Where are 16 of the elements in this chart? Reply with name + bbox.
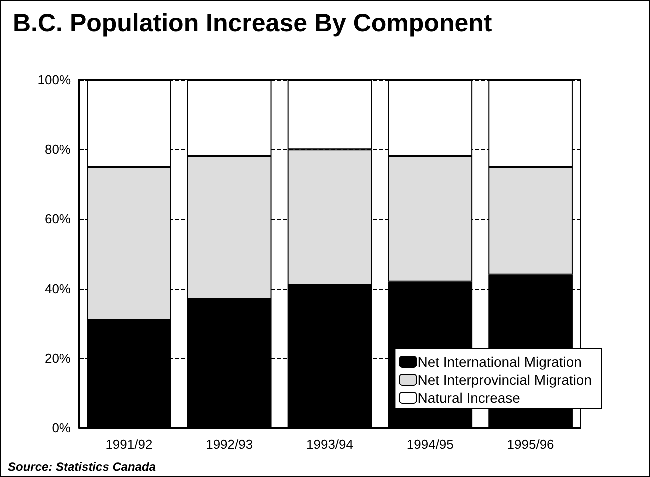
y-tick-label: 40% [44,281,72,296]
y-tick-label: 20% [44,350,72,366]
legend-label: Net Interprovincial Migration [418,372,592,388]
y-tick-label: 60% [44,212,72,227]
x-tick-label: 1992/93 [206,437,254,452]
y-tick-label: 0% [52,420,72,436]
x-tick-label: 1991/92 [106,437,153,452]
y-tick-label: 100% [38,72,72,88]
x-tick-label: 1993/94 [306,437,354,452]
x-tick-label: 1994/95 [406,437,454,452]
legend-label: Natural Increase [418,390,521,406]
y-tick-label: 80% [44,142,72,158]
legend-label: Net International Migration [418,354,582,370]
source-note: Source: Statistics Canada [8,460,156,474]
chart-title: B.C. Population Increase By Component [13,10,493,38]
x-tick-label: 1995/96 [507,437,554,452]
